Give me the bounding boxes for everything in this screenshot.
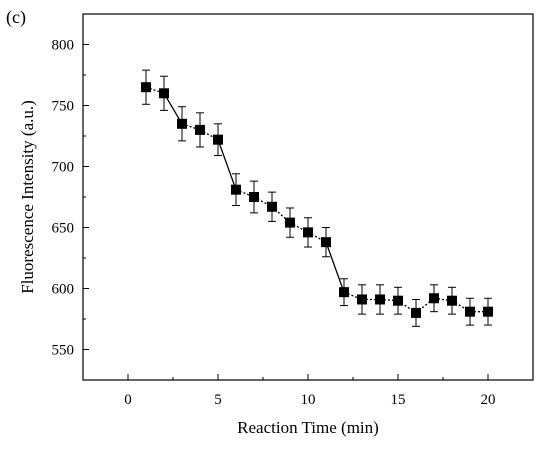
series-segment — [163, 92, 183, 125]
error-bars — [142, 69, 492, 327]
y-tick-label: 550 — [52, 343, 75, 359]
series-segment — [181, 123, 201, 131]
x-tick-label: 20 — [481, 392, 496, 408]
plot-frame — [82, 13, 534, 381]
x-axis-label: Reaction Time (min) — [237, 418, 379, 437]
data-point — [465, 306, 475, 317]
data-point — [483, 306, 493, 317]
data-point — [267, 201, 277, 212]
x-tick-label: 0 — [124, 392, 132, 408]
data-point — [159, 88, 169, 99]
x-tick-label: 15 — [391, 392, 406, 408]
data-point — [321, 237, 331, 248]
y-tick-label: 800 — [52, 38, 75, 54]
data-point — [177, 118, 187, 129]
y-tick-label: 600 — [52, 282, 75, 298]
axis-ticks: 0 5 10 15 20 550 600 650 700 750 800 — [52, 38, 496, 409]
y-axis-label: Fluorescence Intensity (a.u.) — [18, 100, 37, 294]
data-point — [141, 82, 151, 93]
series-segment — [379, 298, 399, 302]
series-lines — [145, 86, 488, 314]
series-segment — [217, 139, 237, 190]
data-point — [285, 217, 295, 228]
data-point — [357, 294, 367, 305]
data-point — [393, 295, 403, 306]
data-points — [141, 82, 493, 318]
data-point — [303, 227, 313, 238]
x-tick-label: 5 — [214, 392, 222, 408]
x-tick-label: 10 — [301, 392, 316, 408]
series-segment — [433, 297, 453, 302]
data-point — [447, 295, 457, 306]
data-point — [411, 307, 421, 318]
y-tick-label: 700 — [52, 160, 75, 176]
data-point — [429, 293, 439, 304]
data-point — [231, 184, 241, 195]
y-tick-label: 650 — [52, 221, 75, 237]
y-tick-label: 750 — [52, 99, 75, 115]
panel-label: (c) — [6, 7, 26, 28]
series-segment — [325, 241, 345, 293]
data-point — [213, 134, 223, 145]
data-point — [195, 124, 205, 135]
data-point — [249, 192, 259, 202]
data-point — [339, 287, 349, 298]
series-segment — [145, 86, 165, 94]
data-point — [375, 294, 385, 305]
